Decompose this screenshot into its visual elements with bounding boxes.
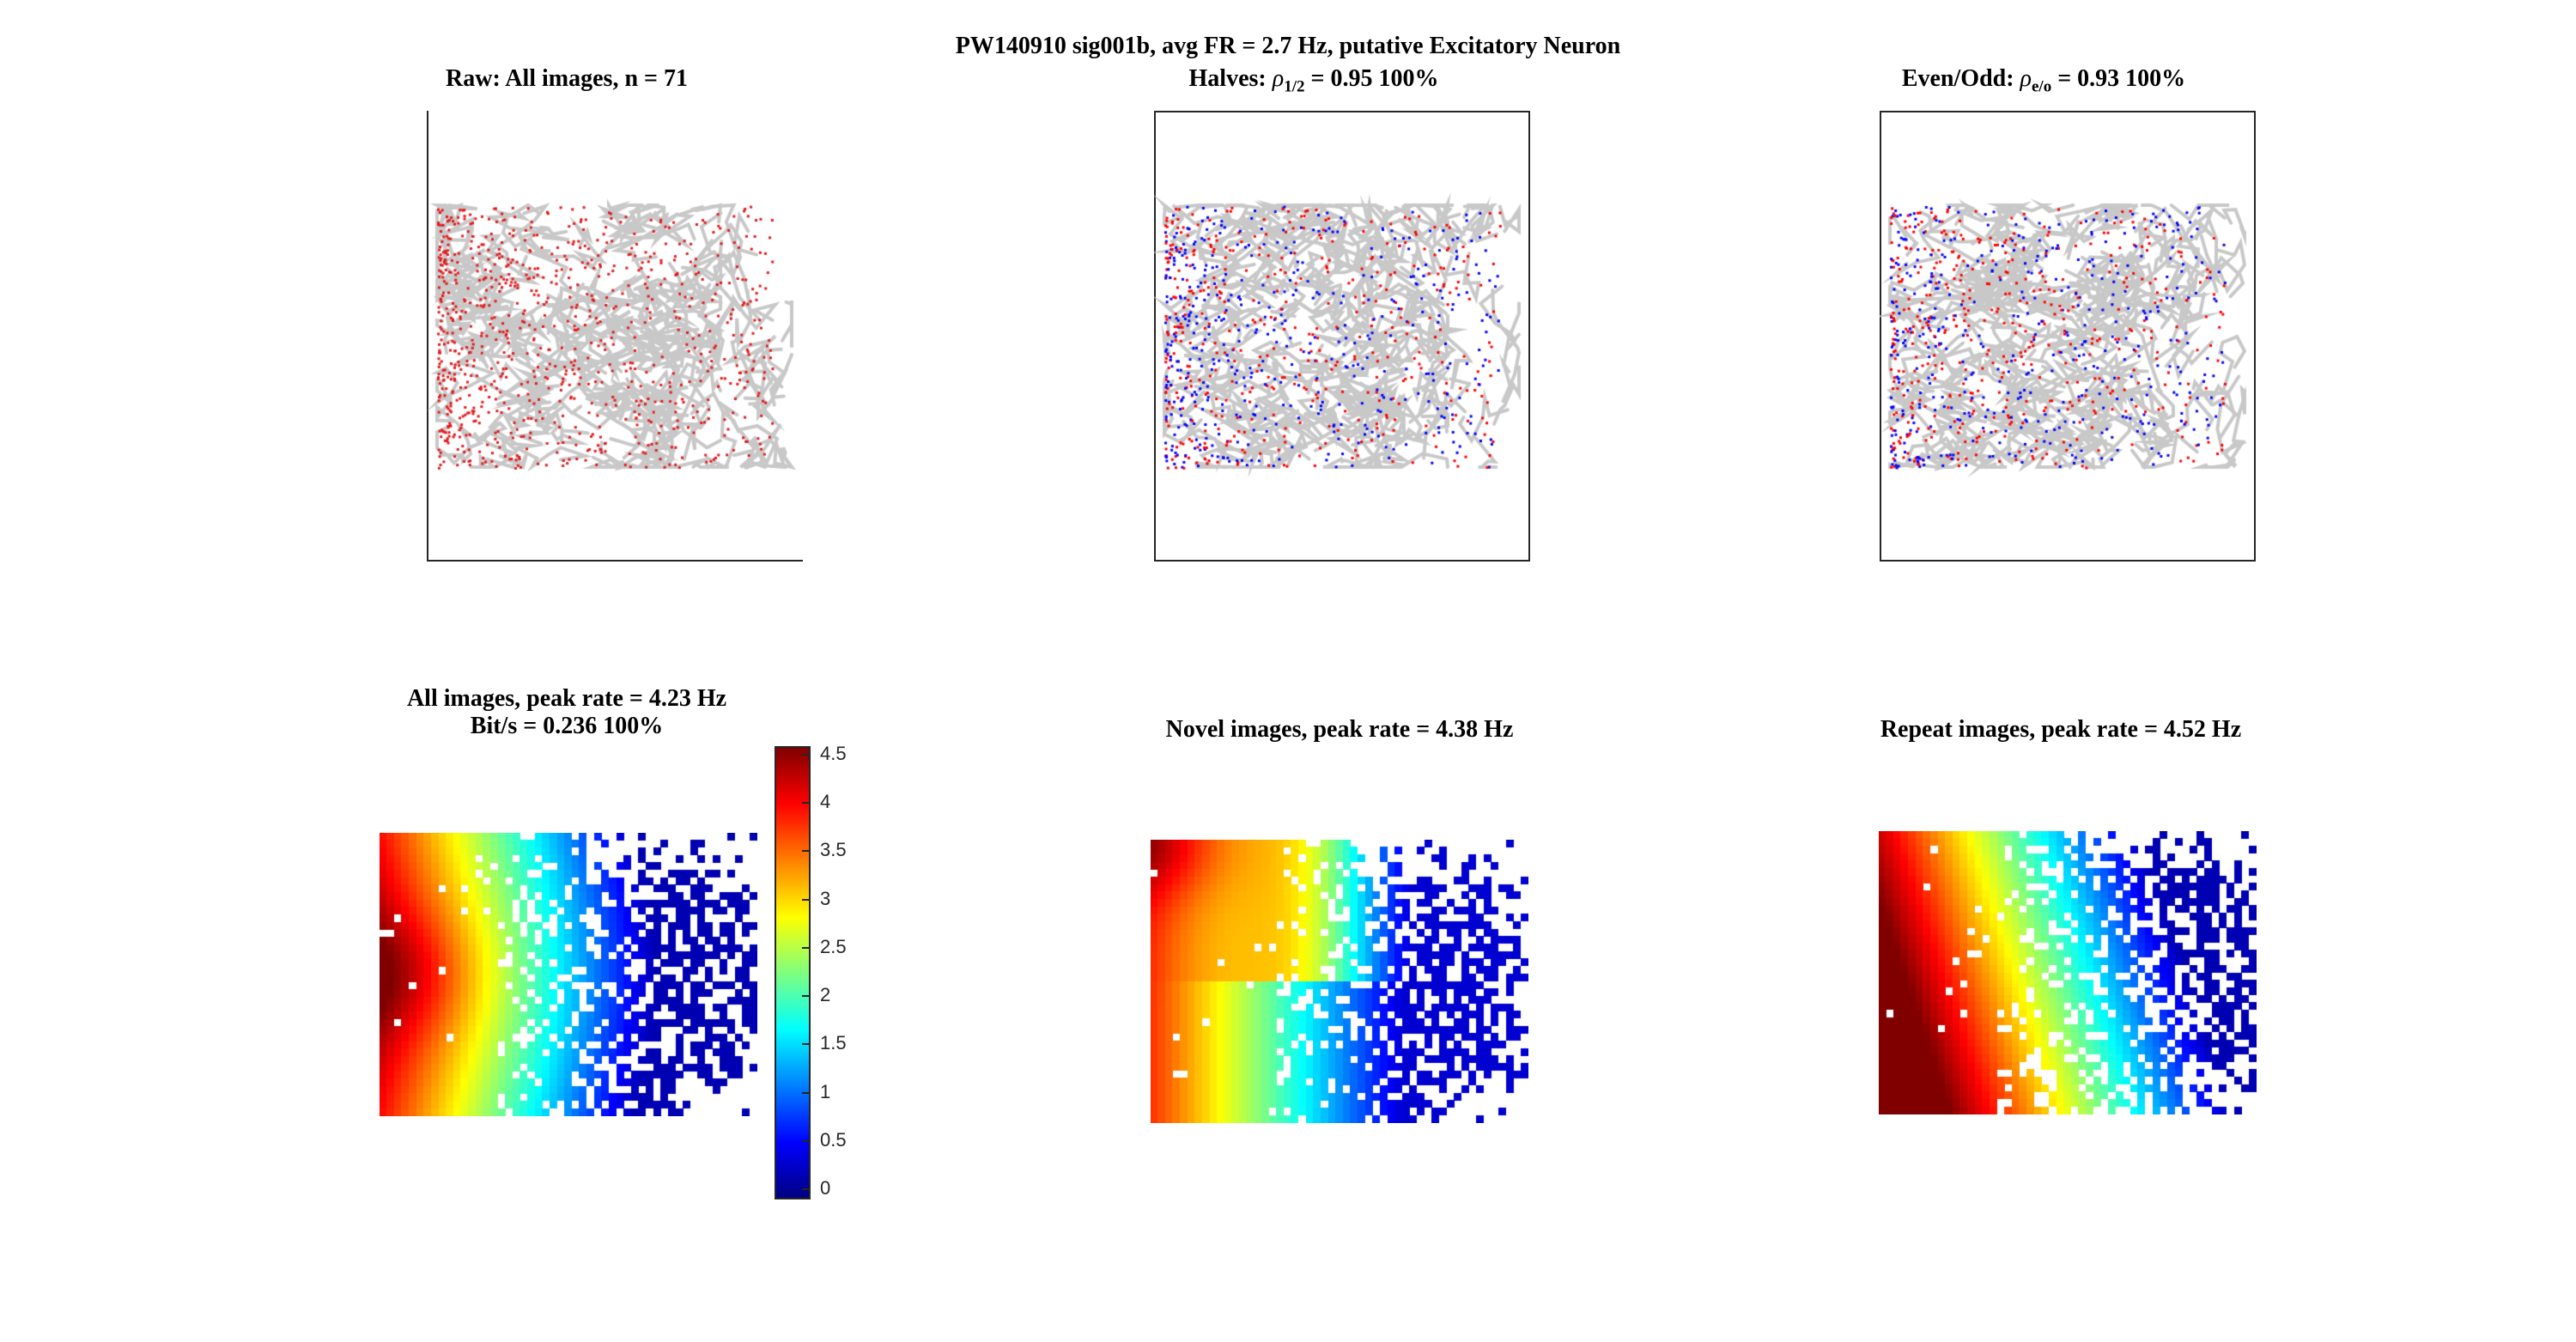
colorbar-tick-mark [802, 754, 811, 756]
colorbar-tick-mark [802, 995, 811, 998]
evenodd-rho: ρ [2020, 65, 2032, 92]
colorbar-tick-label: 4.5 [820, 743, 847, 764]
repeat-map-title: Repeat images, peak rate = 4.52 Hz [1880, 716, 2242, 743]
colorbar-tick-mark [802, 1043, 811, 1046]
colorbar-tick-mark [802, 946, 811, 949]
colorbar-tick-label: 0 [820, 1177, 831, 1199]
all-map-title: All images, peak rate = 4.23 Hz Bit/s = … [343, 685, 790, 740]
halves-rho: ρ [1272, 65, 1285, 92]
colorbar-tick-label: 2 [820, 984, 831, 1006]
evenodd-title-prefix: Even/Odd: [1901, 65, 2020, 92]
figure-suptitle: PW140910 sig001b, avg FR = 2.7 Hz, putat… [955, 33, 1621, 59]
colorbar-tick-label: 4 [820, 791, 831, 813]
raw-panel-title: Raw: All images, n = 71 [446, 65, 688, 92]
all-images-rate-map [380, 833, 757, 1116]
evenodd-scatter-plot [1880, 111, 2256, 562]
colorbar [775, 746, 811, 1199]
colorbar-tick-label: 2.5 [820, 935, 847, 957]
colorbar-tick-mark [802, 802, 811, 805]
novel-images-rate-map [1151, 840, 1528, 1123]
novel-map-title: Novel images, peak rate = 4.38 Hz [1165, 716, 1514, 743]
colorbar-tick-mark [802, 898, 811, 901]
colorbar-tick-mark [802, 1188, 811, 1190]
colorbar-tick-label: 3 [820, 887, 831, 909]
halves-scatter-plot [1154, 111, 1530, 562]
colorbar-tick-label: 3.5 [820, 839, 847, 861]
repeat-images-rate-map [1879, 831, 2257, 1114]
halves-rho-subscript: 1/2 [1284, 77, 1305, 96]
colorbar-tick-label: 1 [820, 1080, 831, 1102]
all-map-title-line2: Bit/s = 0.236 100% [470, 713, 664, 739]
halves-panel-title: Halves: ρ1/2 = 0.95 100% [1116, 65, 1511, 101]
colorbar-tick-label: 0.5 [820, 1128, 847, 1151]
raw-scatter-plot [427, 111, 803, 562]
colorbar-tick-mark [802, 1091, 811, 1094]
evenodd-title-suffix: = 0.93 100% [2051, 65, 2186, 92]
colorbar-tick-mark [802, 850, 811, 853]
colorbar-tick-mark [802, 1139, 811, 1142]
evenodd-panel-title: Even/Odd: ρe/o = 0.93 100% [1846, 65, 2241, 101]
halves-title-suffix: = 0.95 100% [1304, 65, 1439, 92]
halves-title-prefix: Halves: [1188, 65, 1273, 92]
all-map-title-line1: All images, peak rate = 4.23 Hz [406, 685, 727, 712]
colorbar-tick-label: 1.5 [820, 1032, 847, 1054]
evenodd-rho-subscript: e/o [2031, 77, 2052, 96]
colorbar-gradient [775, 747, 810, 1199]
